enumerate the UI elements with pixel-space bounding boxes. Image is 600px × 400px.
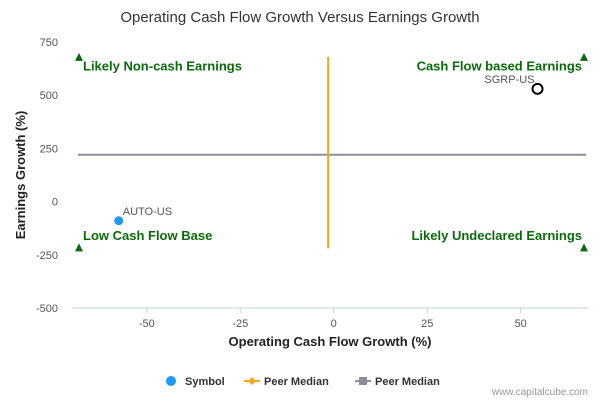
y-tick-label: 0 [52,197,58,209]
legend-square-marker [359,377,367,385]
legend-diamond-marker [248,377,256,385]
legend: Symbol Peer Median Peer Median [166,376,440,388]
y-tick-label: 750 [40,37,58,49]
data-point-label: AUTO-US [123,206,172,218]
x-tick-label: 0 [331,318,337,330]
quadrant-label: Cash Flow based Earnings [417,59,582,74]
quadrant-label: Likely Undeclared Earnings [411,228,582,243]
quadrant-marker-triangle [75,243,83,252]
y-tick-label: 500 [40,90,58,102]
legend-label: Peer Median [375,376,440,388]
legend-label: Peer Median [264,376,329,388]
x-tick-label: 25 [421,318,433,330]
data-point [113,215,125,227]
quadrant-label: Low Cash Flow Base [83,228,212,243]
chart-title: Operating Cash Flow Growth Versus Earnin… [120,9,479,26]
quadrant-marker-triangle [580,243,588,252]
x-axis-title: Operating Cash Flow Growth (%) [229,334,432,349]
x-tick-label: -50 [139,318,155,330]
x-tick-label: -25 [232,318,248,330]
x-tick-label: 50 [515,318,527,330]
legend-label: Symbol [185,376,225,388]
y-tick-label: -500 [36,303,58,315]
quadrant-label: Likely Non-cash Earnings [83,59,242,74]
legend-symbol-marker [166,376,176,386]
y-tick-label: 250 [40,143,58,155]
y-tick-label: -250 [36,250,58,262]
data-point-label: SGRP-US [484,74,534,86]
quadrant-marker-triangle [580,52,588,61]
credit-text: www.capitalcube.com [491,387,588,398]
quadrant-marker-triangle [75,52,83,61]
data-point [531,82,544,95]
y-axis-title: Earnings Growth (%) [13,111,28,240]
